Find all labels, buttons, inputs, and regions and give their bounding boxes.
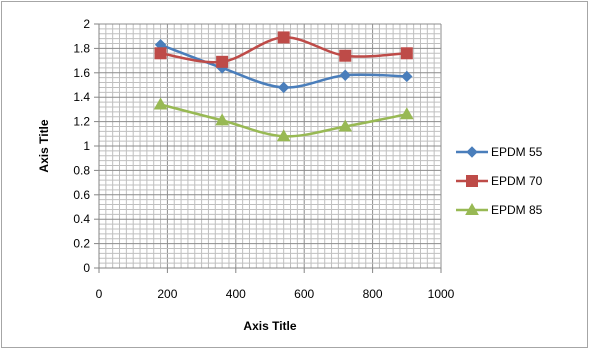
data-point: [339, 49, 352, 62]
data-point: [215, 113, 229, 126]
legend-label: EPDM 85: [491, 203, 543, 217]
y-tick-label: 0.8: [73, 163, 90, 177]
data-point: [339, 69, 351, 81]
data-point: [400, 47, 413, 60]
x-tick-label: 200: [157, 287, 177, 301]
y-tick-label: 1.6: [73, 66, 90, 80]
series-epdm-85: [153, 97, 414, 142]
data-point: [216, 55, 229, 68]
x-axis-title: Axis Title: [243, 319, 296, 333]
x-tick-label: 600: [294, 287, 314, 301]
series-group: [153, 31, 414, 142]
legend-marker: [465, 202, 479, 215]
y-tick-label: 1: [83, 139, 90, 153]
tick-labels: 0 0.2 0.4 0.6 0.8 1 1.2 1.4 1.6 1.8 2 0 200 400 600 800…: [73, 17, 454, 301]
x-tick-label: 1000: [428, 287, 455, 301]
data-point: [276, 129, 291, 142]
x-tick-label: 0: [96, 287, 103, 301]
y-axis-title: Axis Title: [37, 119, 51, 172]
gridlines: [98, 23, 442, 269]
data-point: [154, 47, 167, 60]
legend-label: EPDM 55: [491, 145, 543, 159]
y-tick-label: 1.2: [73, 115, 90, 129]
series-epdm-70: [154, 31, 413, 68]
y-tick-label: 0.4: [73, 212, 90, 226]
data-point: [277, 31, 290, 44]
x-tick-label: 800: [363, 287, 383, 301]
legend-marker: [466, 175, 478, 187]
y-tick-label: 0.2: [73, 237, 90, 251]
y-tick-label: 2: [83, 17, 90, 31]
x-tick-label: 400: [226, 287, 246, 301]
y-tick-label: 1.4: [73, 90, 90, 104]
y-tick-label: 0: [83, 261, 90, 275]
legend-label: EPDM 70: [491, 174, 543, 188]
legend-item-epdm-55: EPDM 55: [456, 145, 543, 159]
axes: [94, 23, 442, 273]
data-point: [399, 107, 414, 120]
legend: EPDM 55 EPDM 70 EPDM 85: [456, 145, 543, 217]
legend-marker: [466, 146, 478, 158]
data-point: [338, 119, 353, 132]
data-point: [277, 81, 290, 94]
legend-item-epdm-70: EPDM 70: [456, 174, 543, 188]
y-tick-label: 0.6: [73, 188, 90, 202]
legend-item-epdm-85: EPDM 85: [456, 202, 543, 217]
data-point: [401, 70, 413, 83]
y-tick-label: 1.8: [73, 41, 90, 55]
data-point: [153, 97, 168, 110]
